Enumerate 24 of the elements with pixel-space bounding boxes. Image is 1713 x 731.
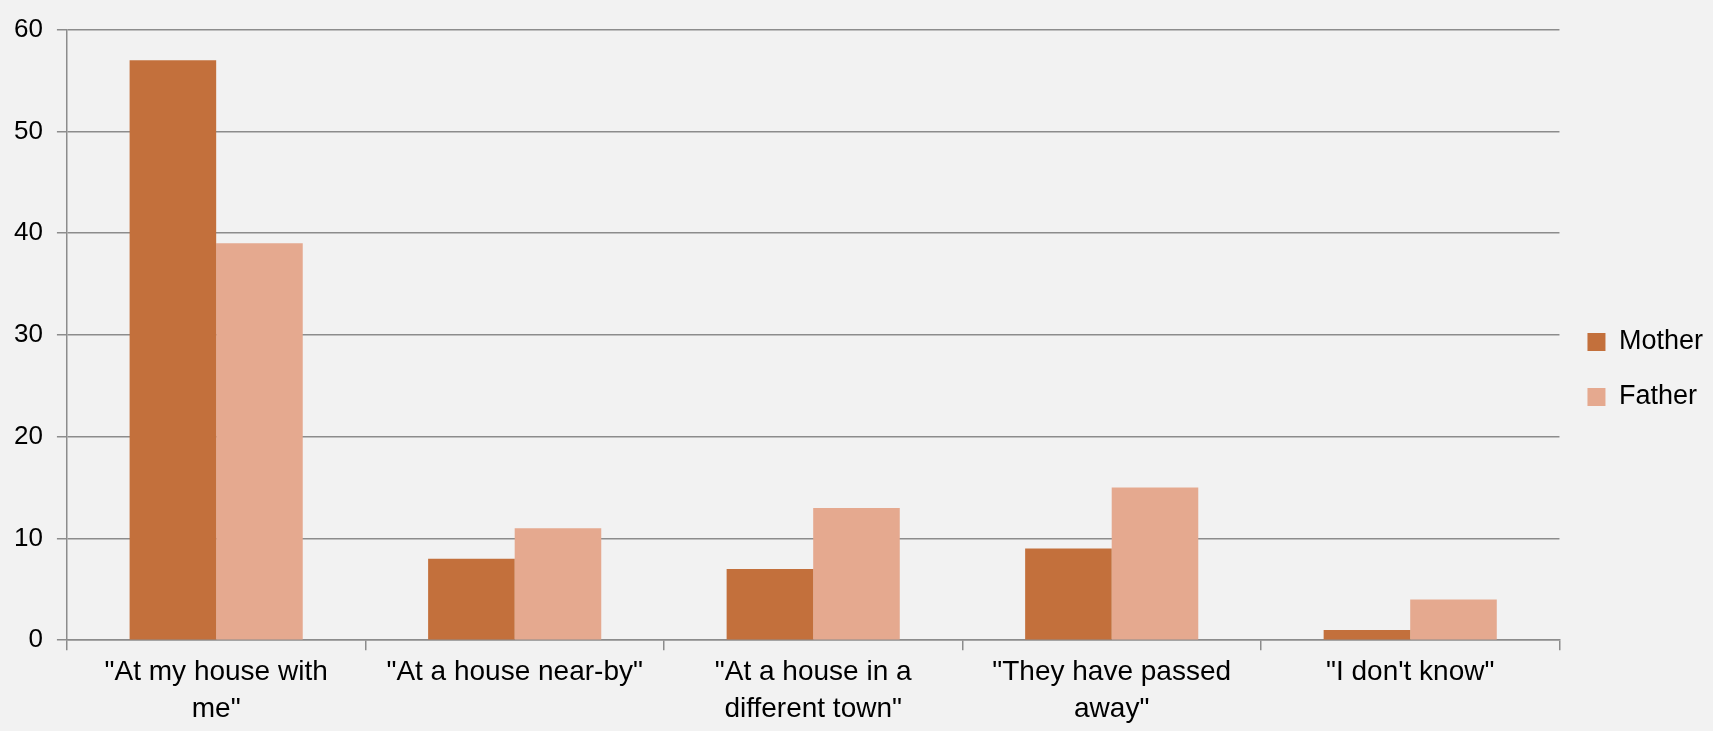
bar xyxy=(216,243,303,640)
legend-label: Father xyxy=(1618,380,1698,411)
bar xyxy=(1410,599,1497,640)
y-tick-label: 0 xyxy=(28,623,43,654)
y-tick-label: 40 xyxy=(14,216,43,247)
x-tick-label: "At my house with me" xyxy=(104,655,328,723)
x-tick-label: "At a house in a different town" xyxy=(714,655,912,723)
x-tick-label: "At a house near-by" xyxy=(386,655,643,687)
y-tick-label: 10 xyxy=(14,521,43,552)
bar xyxy=(129,60,217,640)
bar xyxy=(514,528,602,640)
y-tick-label: 60 xyxy=(14,12,43,43)
y-tick-label: 50 xyxy=(14,114,43,145)
x-tick-label: "I don't know" xyxy=(1325,655,1495,687)
bar xyxy=(1111,487,1199,640)
y-tick-label: 20 xyxy=(14,419,43,450)
bar xyxy=(1025,548,1112,640)
x-tick-label: "They have passed away" xyxy=(992,655,1232,723)
bar xyxy=(1323,630,1411,640)
bar xyxy=(726,568,814,640)
bar xyxy=(813,507,900,640)
legend-label: Mother xyxy=(1618,325,1704,356)
y-tick-label: 30 xyxy=(14,318,43,349)
bar xyxy=(428,558,515,640)
